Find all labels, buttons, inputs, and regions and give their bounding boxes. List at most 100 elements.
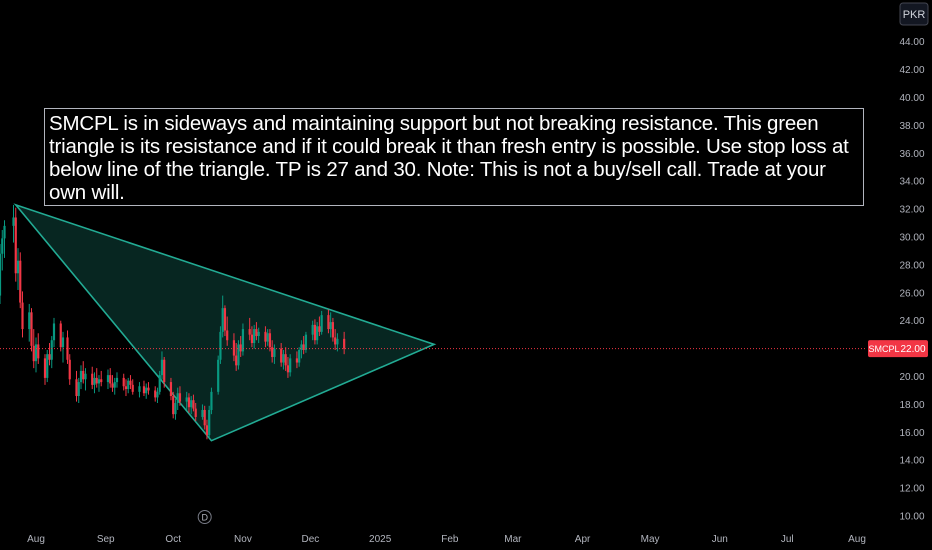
candle-body <box>253 329 256 344</box>
candle <box>1 230 4 271</box>
candle-body <box>158 375 161 392</box>
candle-body <box>223 308 227 331</box>
candle <box>334 329 337 350</box>
candle <box>52 317 56 348</box>
candle-body <box>282 354 285 363</box>
candle-body <box>124 386 128 390</box>
x-tick-label: Feb <box>441 534 459 545</box>
candle <box>129 375 132 390</box>
candle <box>0 243 2 304</box>
symbol-tag: SMCPL <box>868 344 899 354</box>
candle-body <box>19 260 22 303</box>
candle <box>300 340 303 359</box>
candle <box>327 309 330 334</box>
candle <box>210 387 213 415</box>
candle-body <box>50 340 53 360</box>
last-price-tag: SMCPL 22.00 <box>868 340 928 358</box>
candle <box>122 373 125 391</box>
candle-body <box>232 340 236 356</box>
text-annotation[interactable]: SMCPL is in sideways and maintaining sup… <box>44 108 864 206</box>
candle-body <box>268 333 272 348</box>
y-tick-label: 32.00 <box>899 205 924 216</box>
x-tick-label: Jun <box>712 534 728 545</box>
y-tick-label: 38.00 <box>899 121 924 132</box>
candle-body <box>84 373 87 380</box>
candle <box>316 322 319 345</box>
candle <box>124 379 128 397</box>
candle <box>158 370 161 395</box>
y-tick-label: 34.00 <box>899 177 924 188</box>
candle-body <box>66 337 69 360</box>
candle-body <box>172 396 175 415</box>
candle <box>217 355 220 395</box>
candle <box>12 204 15 243</box>
candle-body <box>327 315 330 330</box>
candle <box>223 305 227 337</box>
candle <box>264 326 267 348</box>
candle <box>250 326 254 348</box>
candle-body <box>295 358 299 363</box>
candle <box>21 291 24 338</box>
candle <box>91 366 94 390</box>
candle <box>237 340 240 370</box>
dividend-marker-circle[interactable] <box>197 510 212 524</box>
candle <box>106 369 110 390</box>
candle-body <box>169 382 173 397</box>
candle-body <box>219 331 222 360</box>
candle <box>61 331 65 363</box>
candle <box>194 403 197 422</box>
candle-body <box>68 359 71 380</box>
currency-badge[interactable]: PKR <box>899 2 929 26</box>
candle <box>115 372 119 388</box>
candle-body <box>46 354 49 378</box>
candle <box>320 310 323 335</box>
candle <box>66 330 69 364</box>
candle-body <box>75 379 78 397</box>
candle <box>127 377 130 394</box>
y-tick-label: 28.00 <box>899 260 924 271</box>
candle <box>298 347 301 367</box>
candle-body <box>217 359 220 392</box>
candle-body <box>286 365 290 373</box>
candle-body <box>334 337 337 345</box>
candle-body <box>1 238 4 254</box>
candle-body <box>264 331 267 342</box>
dividend-event[interactable]: D <box>197 510 212 524</box>
candle <box>3 220 6 258</box>
candle <box>266 329 269 346</box>
candle-body <box>127 380 130 390</box>
time-axis[interactable]: Aug Sep Oct Nov Dec 2025 Feb Mar Apr May Jun Jul Aug <box>27 534 866 545</box>
candle-body <box>145 387 148 394</box>
candle-body <box>226 330 229 341</box>
candle <box>79 365 83 390</box>
last-price-tag-bg <box>868 340 928 358</box>
candle-body <box>147 387 150 391</box>
candle-body <box>131 384 134 392</box>
candle-body <box>271 347 274 357</box>
candle-body <box>257 331 260 337</box>
candle-body <box>14 217 17 274</box>
candle-body <box>284 354 287 366</box>
candle <box>331 317 335 342</box>
candle <box>111 375 114 392</box>
candle <box>30 308 33 352</box>
candle-body <box>100 379 103 383</box>
candle <box>255 322 258 341</box>
candle <box>235 343 238 371</box>
y-tick-label: 26.00 <box>899 288 924 299</box>
candle <box>97 375 101 392</box>
candle <box>16 248 20 291</box>
candle <box>156 387 159 404</box>
y-tick-label: 18.00 <box>899 400 924 411</box>
candle-body <box>97 379 101 384</box>
candle <box>239 336 242 357</box>
candle <box>302 336 305 355</box>
candle-body <box>205 425 209 436</box>
candle-body <box>95 377 98 384</box>
x-tick-label: 2025 <box>369 534 392 545</box>
candle-body <box>343 338 346 349</box>
candle-body <box>235 355 238 366</box>
candle-body <box>138 386 141 392</box>
